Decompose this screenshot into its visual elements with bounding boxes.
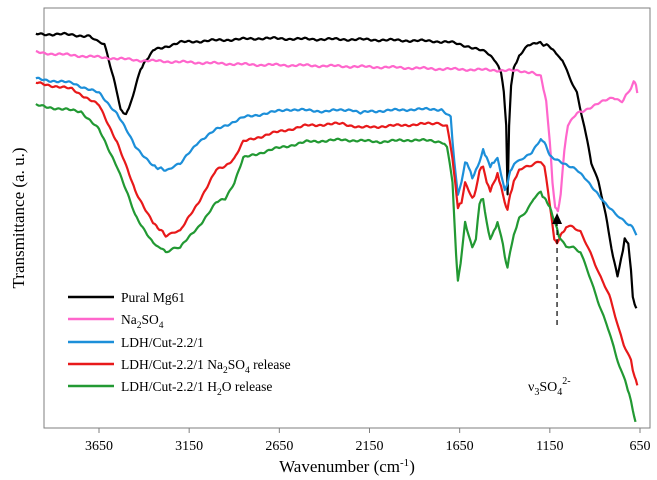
legend: Pural Mg61 Na2SO4 LDH/Cut-2.2/1 LDH/Cut-…: [68, 290, 291, 398]
peak-annotation: ν3SO42-: [528, 376, 571, 398]
x-tick-label: 2150: [356, 439, 384, 454]
legend-label: LDH/Cut-2.2/1: [121, 335, 204, 350]
arrow-head: [552, 213, 563, 224]
x-tick-label: 3650: [85, 439, 113, 454]
legend-label: Na2SO4: [121, 312, 164, 331]
legend-label: LDH/Cut-2.2/1 Na2SO4 release: [121, 357, 291, 376]
y-axis-title: Transmittance (a. u.): [9, 147, 28, 288]
dashed-arrow-annotation: [552, 213, 563, 325]
x-ticks: 3650 3150 2650 2150 1650 1150 650: [85, 428, 651, 454]
x-tick-label: 1150: [536, 439, 563, 454]
legend-label: LDH/Cut-2.2/1 H2O release: [121, 379, 272, 398]
x-tick-label: 650: [630, 439, 651, 454]
series-line-2: [35, 76, 638, 236]
series-layer: [35, 31, 639, 423]
x-tick-label: 2650: [265, 439, 293, 454]
plot-frame: [43, 7, 651, 429]
x-tick-label: 1650: [446, 439, 474, 454]
series-line-1: [35, 50, 639, 213]
series-line-4: [35, 103, 637, 423]
legend-item-ldh-na2so4: LDH/Cut-2.2/1 Na2SO4 release: [68, 357, 291, 376]
legend-item-ldh-h2o: LDH/Cut-2.2/1 H2O release: [68, 379, 272, 398]
x-tick-label: 3150: [175, 439, 203, 454]
legend-item-pural: Pural Mg61: [68, 290, 185, 305]
legend-item-ldh: LDH/Cut-2.2/1: [68, 335, 204, 350]
legend-item-na2so4: Na2SO4: [68, 312, 164, 331]
series-line-0: [35, 31, 638, 309]
x-axis-title: Wavenumber (cm-1): [279, 457, 415, 476]
legend-label: Pural Mg61: [121, 290, 185, 305]
series-line-3: [35, 81, 639, 386]
